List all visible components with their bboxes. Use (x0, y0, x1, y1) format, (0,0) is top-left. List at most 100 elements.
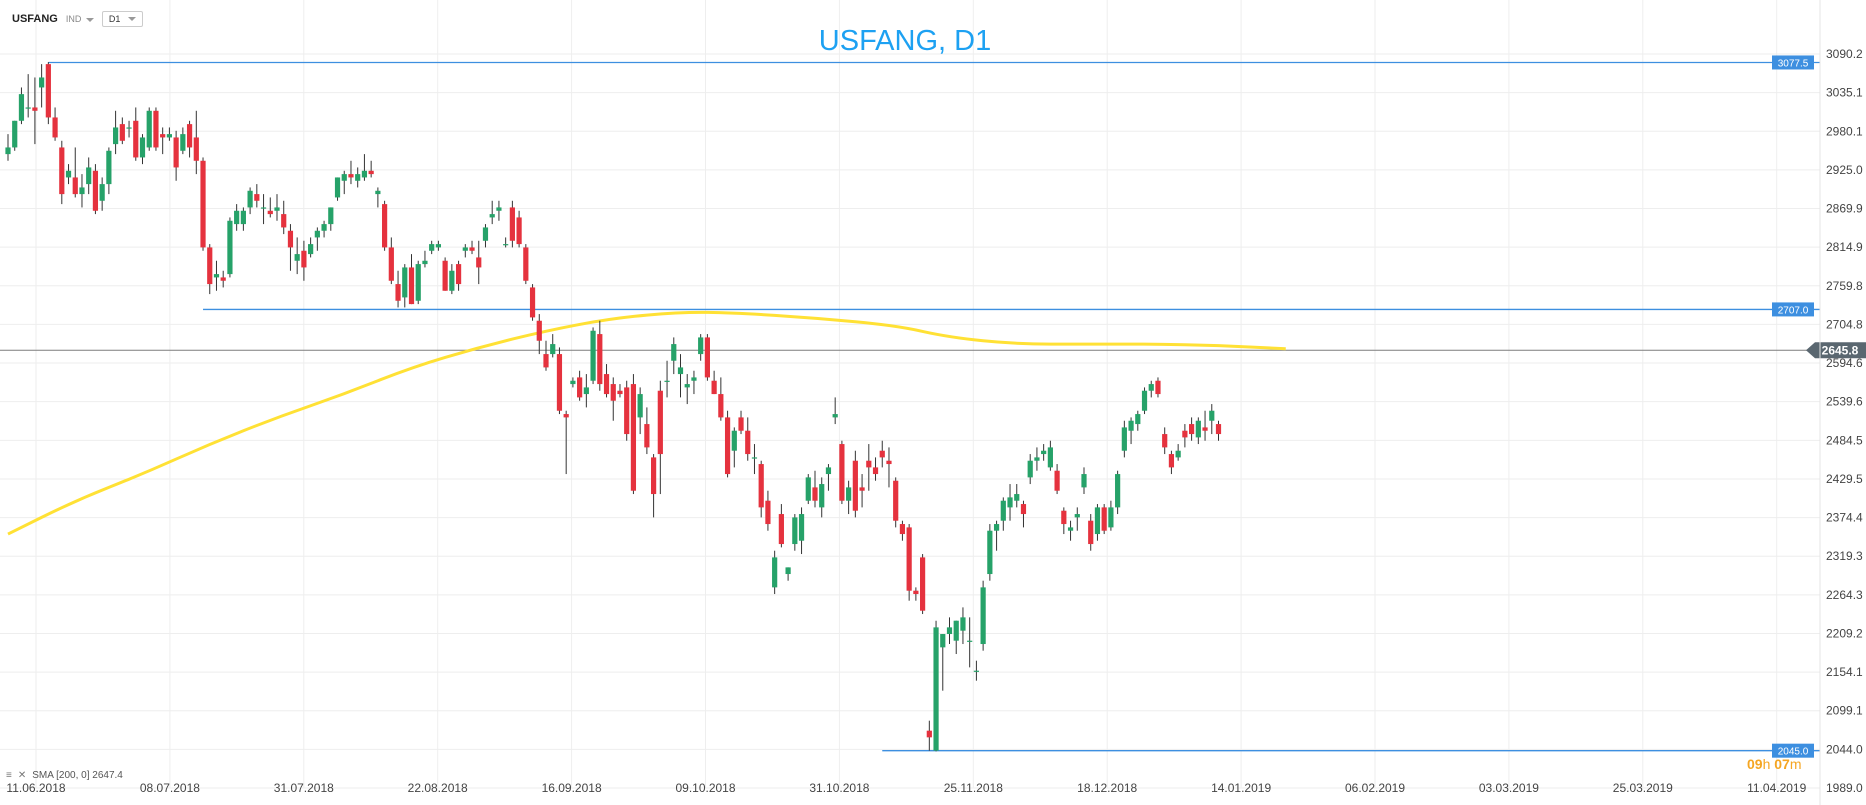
candle[interactable] (180, 127, 186, 155)
candle[interactable] (630, 374, 637, 495)
candle[interactable] (287, 224, 294, 271)
candle[interactable] (751, 444, 758, 475)
candle[interactable] (1209, 404, 1215, 435)
candle[interactable] (899, 520, 906, 541)
candle[interactable] (139, 134, 146, 165)
candle[interactable] (590, 327, 596, 385)
candle[interactable] (382, 200, 388, 251)
candle[interactable] (926, 720, 932, 751)
candle[interactable] (1202, 410, 1208, 441)
candle[interactable] (785, 567, 791, 581)
candle[interactable] (220, 270, 226, 288)
candle[interactable] (86, 157, 92, 195)
candle[interactable] (32, 77, 38, 145)
candle[interactable] (536, 314, 542, 355)
candle[interactable] (523, 244, 529, 285)
candle[interactable] (368, 160, 374, 178)
candle[interactable] (92, 164, 99, 215)
candle[interactable] (395, 270, 401, 308)
candle[interactable] (113, 110, 119, 155)
candle[interactable] (449, 264, 455, 295)
candle[interactable] (1135, 410, 1141, 431)
candle[interactable] (1067, 520, 1074, 541)
candle[interactable] (1061, 507, 1067, 535)
candle[interactable] (516, 210, 522, 248)
candle[interactable] (805, 474, 811, 505)
candle[interactable] (341, 170, 347, 195)
candle[interactable] (819, 477, 825, 518)
candle[interactable] (718, 377, 724, 421)
timeframe-selector[interactable]: D1 (101, 11, 144, 27)
candle[interactable] (435, 240, 441, 251)
candle[interactable] (920, 554, 926, 615)
candle[interactable] (79, 174, 85, 208)
candle[interactable] (550, 334, 556, 358)
candle[interactable] (563, 410, 569, 475)
candle[interactable] (1162, 427, 1168, 455)
candle[interactable] (556, 347, 563, 415)
candle[interactable] (724, 410, 731, 478)
candle[interactable] (933, 620, 939, 752)
candle[interactable] (429, 240, 435, 255)
candle[interactable] (119, 117, 125, 145)
candle[interactable] (227, 217, 233, 278)
candle[interactable] (388, 237, 394, 285)
candle[interactable] (314, 227, 320, 251)
candle[interactable] (677, 354, 684, 398)
candle[interactable] (173, 130, 179, 181)
candle[interactable] (52, 107, 58, 141)
candle[interactable] (967, 617, 973, 668)
candle[interactable] (859, 474, 865, 508)
candle[interactable] (1195, 417, 1201, 445)
candle[interactable] (657, 380, 663, 495)
candle[interactable] (160, 127, 166, 155)
candle[interactable] (1047, 440, 1053, 471)
candle[interactable] (469, 240, 475, 255)
candle[interactable] (704, 334, 710, 381)
candle[interactable] (65, 164, 72, 185)
candle[interactable] (1054, 464, 1060, 495)
candle[interactable] (234, 204, 240, 231)
candle[interactable] (846, 480, 852, 515)
candle[interactable] (321, 220, 327, 238)
candle[interactable] (1215, 420, 1222, 441)
candle[interactable] (772, 550, 778, 595)
candle[interactable] (973, 660, 979, 681)
candle[interactable] (960, 607, 966, 645)
candle[interactable] (637, 387, 643, 435)
candle-series[interactable] (5, 62, 1222, 752)
candle[interactable] (583, 374, 589, 408)
horizontal-levels[interactable]: 3077.5 2707.0 2045.0 (0, 55, 1820, 758)
candle[interactable] (1088, 514, 1094, 551)
candle[interactable] (1108, 500, 1114, 531)
candle[interactable] (442, 257, 448, 291)
candle[interactable] (126, 120, 132, 138)
candle[interactable] (146, 107, 152, 151)
candle[interactable] (893, 477, 899, 528)
candle[interactable] (1182, 424, 1188, 448)
candle[interactable] (328, 207, 334, 231)
candle[interactable] (476, 240, 482, 285)
candle[interactable] (906, 524, 912, 601)
candle[interactable] (684, 374, 690, 405)
candle[interactable] (207, 244, 213, 295)
candle[interactable] (698, 334, 704, 361)
candle[interactable] (166, 127, 172, 141)
candle[interactable] (1027, 454, 1033, 485)
candle[interactable] (294, 237, 300, 275)
candle[interactable] (213, 260, 220, 291)
close-icon[interactable]: ✕ (17, 770, 27, 781)
candle[interactable] (543, 340, 549, 371)
candle[interactable] (1101, 504, 1107, 535)
candle[interactable] (260, 194, 267, 225)
candle[interactable] (940, 634, 946, 691)
candle[interactable] (18, 87, 25, 125)
candle[interactable] (267, 197, 273, 218)
candle[interactable] (1020, 500, 1027, 528)
candle[interactable] (832, 397, 838, 425)
candle[interactable] (913, 587, 919, 601)
candle[interactable] (25, 74, 31, 118)
candle[interactable] (361, 154, 368, 181)
candle[interactable] (738, 410, 744, 435)
